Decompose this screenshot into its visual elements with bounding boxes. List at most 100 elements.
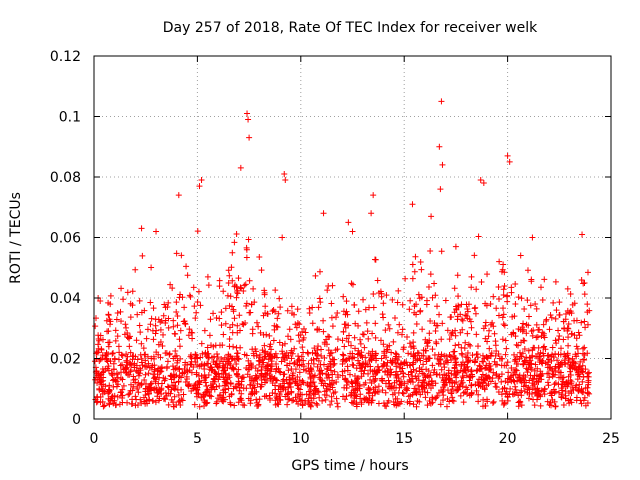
data-point	[400, 344, 407, 351]
data-point	[389, 357, 396, 364]
data-point	[573, 397, 580, 404]
data-point	[225, 279, 232, 286]
data-point	[584, 370, 591, 377]
data-point	[105, 395, 112, 402]
data-point	[303, 391, 310, 398]
data-point	[239, 374, 246, 381]
data-point	[134, 401, 141, 408]
data-point	[525, 313, 532, 320]
data-point	[162, 317, 169, 324]
data-point	[186, 292, 193, 299]
data-point	[271, 353, 278, 360]
data-point	[473, 286, 480, 293]
data-point	[309, 320, 316, 327]
data-point	[342, 358, 349, 365]
data-point	[461, 345, 468, 352]
data-point	[139, 362, 146, 369]
data-point	[383, 292, 390, 299]
data-point	[426, 397, 433, 404]
data-point	[224, 356, 231, 363]
data-point	[424, 389, 431, 396]
data-point	[339, 393, 346, 400]
data-point	[362, 361, 369, 368]
x-tick-label: 5	[193, 431, 202, 447]
data-point	[379, 387, 386, 394]
data-point	[252, 372, 259, 379]
data-point	[586, 390, 593, 397]
data-point	[259, 359, 266, 366]
data-point	[536, 353, 543, 360]
data-point	[482, 335, 489, 342]
data-point	[410, 366, 417, 373]
data-point	[327, 367, 334, 374]
data-point	[235, 275, 242, 282]
data-point	[128, 400, 135, 407]
data-point	[426, 330, 433, 337]
data-point	[230, 306, 237, 313]
data-point	[334, 403, 341, 410]
data-point	[103, 317, 110, 324]
y-tick-label: 0	[72, 412, 81, 428]
data-point	[380, 400, 387, 407]
data-point	[213, 350, 220, 357]
data-point	[388, 349, 395, 356]
data-point	[122, 365, 129, 372]
data-point	[422, 394, 429, 401]
data-point	[263, 377, 270, 384]
data-point	[211, 368, 218, 375]
data-point	[251, 384, 258, 391]
data-point	[196, 183, 203, 190]
data-point	[256, 396, 263, 403]
data-point	[250, 285, 257, 292]
data-point	[195, 288, 202, 295]
data-point	[149, 327, 156, 334]
data-point	[123, 357, 130, 364]
data-point	[564, 350, 571, 357]
data-point	[516, 349, 523, 356]
data-point	[112, 327, 119, 334]
data-point	[427, 318, 434, 325]
data-point	[112, 402, 119, 409]
data-point	[225, 267, 232, 274]
data-point	[305, 397, 312, 404]
data-point	[537, 393, 544, 400]
data-point	[220, 389, 227, 396]
data-point	[258, 383, 265, 390]
chart-title: Day 257 of 2018, Rate Of TEC Index for r…	[163, 20, 538, 36]
data-point	[148, 384, 155, 391]
data-point	[105, 363, 112, 370]
data-point	[472, 357, 479, 364]
data-point	[535, 373, 542, 380]
data-point	[206, 366, 213, 373]
data-point	[181, 320, 188, 327]
data-point	[237, 164, 244, 171]
data-point	[369, 348, 376, 355]
data-point	[581, 394, 588, 401]
data-point	[498, 391, 505, 398]
data-point	[584, 400, 591, 407]
data-point	[541, 343, 548, 350]
data-point	[188, 329, 195, 336]
data-point	[348, 391, 355, 398]
data-point	[350, 400, 357, 407]
data-point	[188, 352, 195, 359]
data-point	[230, 343, 237, 350]
data-point	[169, 285, 176, 292]
data-point	[539, 358, 546, 365]
data-point	[190, 284, 197, 291]
data-point	[197, 302, 204, 309]
data-point	[183, 373, 190, 380]
data-point	[499, 336, 506, 343]
data-point	[342, 311, 349, 318]
data-point	[579, 378, 586, 385]
data-point	[579, 362, 586, 369]
data-point	[172, 353, 179, 360]
data-point	[196, 377, 203, 384]
data-point	[555, 364, 562, 371]
data-point	[564, 307, 571, 314]
data-point	[326, 334, 333, 341]
data-point	[152, 399, 159, 406]
data-point	[355, 308, 362, 315]
data-point	[474, 379, 481, 386]
data-point	[201, 327, 208, 334]
